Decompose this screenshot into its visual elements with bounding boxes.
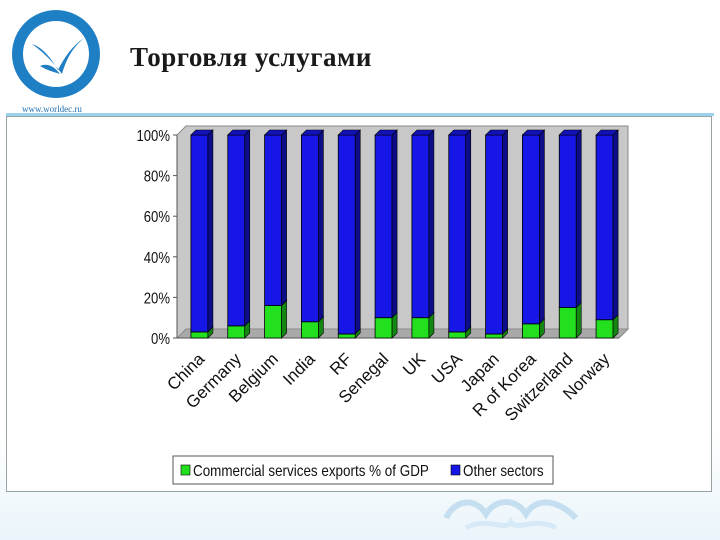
bar-other-side [612, 129, 619, 321]
bar-commercial-side [281, 299, 287, 339]
stacked-bar-chart: 0%20%40%60%80%100%ChinaGermanyBelgiumInd… [136, 125, 630, 485]
bar-other-top [411, 129, 435, 136]
y-tick-label: 80% [144, 168, 170, 185]
bar-other-top [484, 129, 509, 136]
bar-commercial [374, 317, 393, 339]
bar-other [595, 134, 614, 321]
bar-commercial [264, 305, 282, 339]
bar-other-side [539, 129, 545, 325]
bar-other [558, 134, 577, 308]
bar-other-top [521, 129, 546, 136]
y-tick-label: 0% [151, 331, 170, 348]
bar-other-top [300, 129, 325, 136]
bar-other [227, 134, 246, 327]
bar-other [411, 134, 430, 319]
organization-logo [12, 10, 100, 98]
chart-legend [172, 455, 554, 485]
bar-other-top [448, 129, 472, 136]
bar-other [337, 134, 356, 335]
legend-swatch-0 [180, 464, 191, 476]
bar-other-top [558, 129, 582, 136]
x-tick-label: RF [326, 349, 355, 378]
x-tick-label: UK [399, 349, 430, 380]
bar-other [522, 134, 540, 325]
bar-other-side [428, 129, 435, 319]
bar-commercial-side [575, 301, 582, 339]
bar-commercial [522, 323, 540, 339]
bar-commercial [448, 331, 467, 339]
bar-other-top [227, 129, 251, 136]
bar-other-top [595, 129, 619, 136]
y-tick-label: 40% [144, 250, 170, 267]
bar-other-side [318, 129, 324, 323]
bar-other [374, 134, 393, 319]
bar-other-side [575, 129, 582, 309]
bar-other-top [263, 129, 288, 136]
bar-commercial [337, 333, 356, 339]
bar-commercial [411, 317, 430, 339]
bar-commercial [558, 307, 577, 339]
ornament-decoration [443, 499, 579, 531]
site-url[interactable]: www.worldec.ru [22, 104, 82, 114]
bar-other-side [207, 129, 214, 333]
y-tick-label: 20% [144, 290, 170, 307]
legend-label-0: Commercial services exports % of GDP [193, 463, 429, 480]
bar-commercial [227, 325, 246, 339]
bar-other-side [354, 129, 361, 335]
bar-commercial [190, 331, 209, 339]
bar-other [485, 134, 503, 335]
y-tick-label: 60% [144, 209, 170, 226]
bar-other-side [244, 129, 251, 327]
bar-other-side [391, 129, 398, 319]
legend-label-1: Other sectors [463, 463, 544, 480]
bar-other [264, 134, 282, 306]
bar-commercial [485, 333, 503, 339]
title-divider [6, 113, 714, 116]
chart-frame: 0% 20% 40% 60% 80% 100% China Germany Belgium Ind… [6, 116, 712, 492]
bar-other [448, 134, 467, 333]
legend-swatch-1 [450, 464, 461, 476]
bar-other-top [190, 129, 214, 136]
bar-commercial [301, 321, 319, 339]
bar-other [190, 134, 209, 333]
bar-other [301, 134, 319, 323]
y-tick-label: 100% [136, 128, 170, 145]
x-tick-label: India [279, 349, 319, 389]
bar-other-side [502, 129, 508, 335]
bar-commercial [595, 319, 614, 339]
bar-other-top [374, 129, 398, 136]
bar-other-top [337, 129, 361, 136]
page-title: Торговля услугами [130, 42, 372, 72]
bar-other-side [465, 129, 472, 333]
bar-other-side [281, 129, 287, 307]
